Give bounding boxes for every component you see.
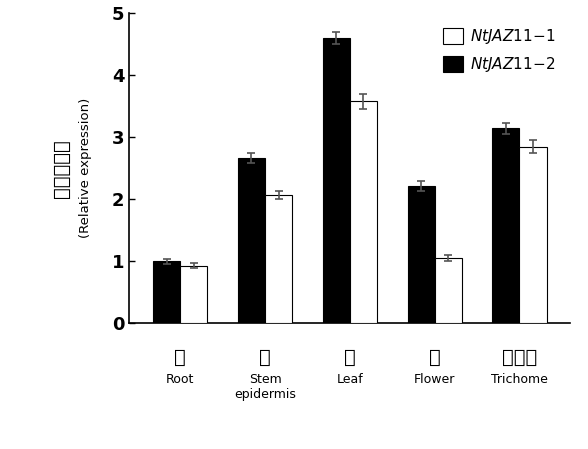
Text: Root: Root [166, 373, 195, 386]
Bar [153, 261, 181, 323]
Text: 相对表达量: 相对表达量 [52, 139, 71, 198]
Bar [350, 101, 377, 323]
Text: Flower: Flower [414, 373, 455, 386]
Text: 叶: 叶 [344, 348, 356, 367]
Text: (Relative expression): (Relative expression) [79, 98, 92, 238]
Text: 表皮毛: 表皮毛 [502, 348, 537, 367]
Bar [181, 266, 208, 323]
Text: 根: 根 [175, 348, 186, 367]
Text: Stem
epidermis: Stem epidermis [234, 373, 296, 401]
Bar [323, 38, 350, 323]
Text: 茎: 茎 [259, 348, 271, 367]
Bar [435, 258, 462, 323]
Text: Trichome: Trichome [491, 373, 548, 386]
Bar [238, 158, 265, 323]
Text: Leaf: Leaf [336, 373, 363, 386]
Text: 花: 花 [429, 348, 440, 367]
Bar [492, 128, 519, 323]
Legend: $\it{NtJAZ11\!-\!1}$, $\it{NtJAZ11\!-\!2}$: $\it{NtJAZ11\!-\!1}$, $\it{NtJAZ11\!-\!2… [437, 21, 563, 80]
Bar [407, 186, 435, 323]
Bar [265, 195, 292, 323]
Bar [519, 147, 547, 323]
